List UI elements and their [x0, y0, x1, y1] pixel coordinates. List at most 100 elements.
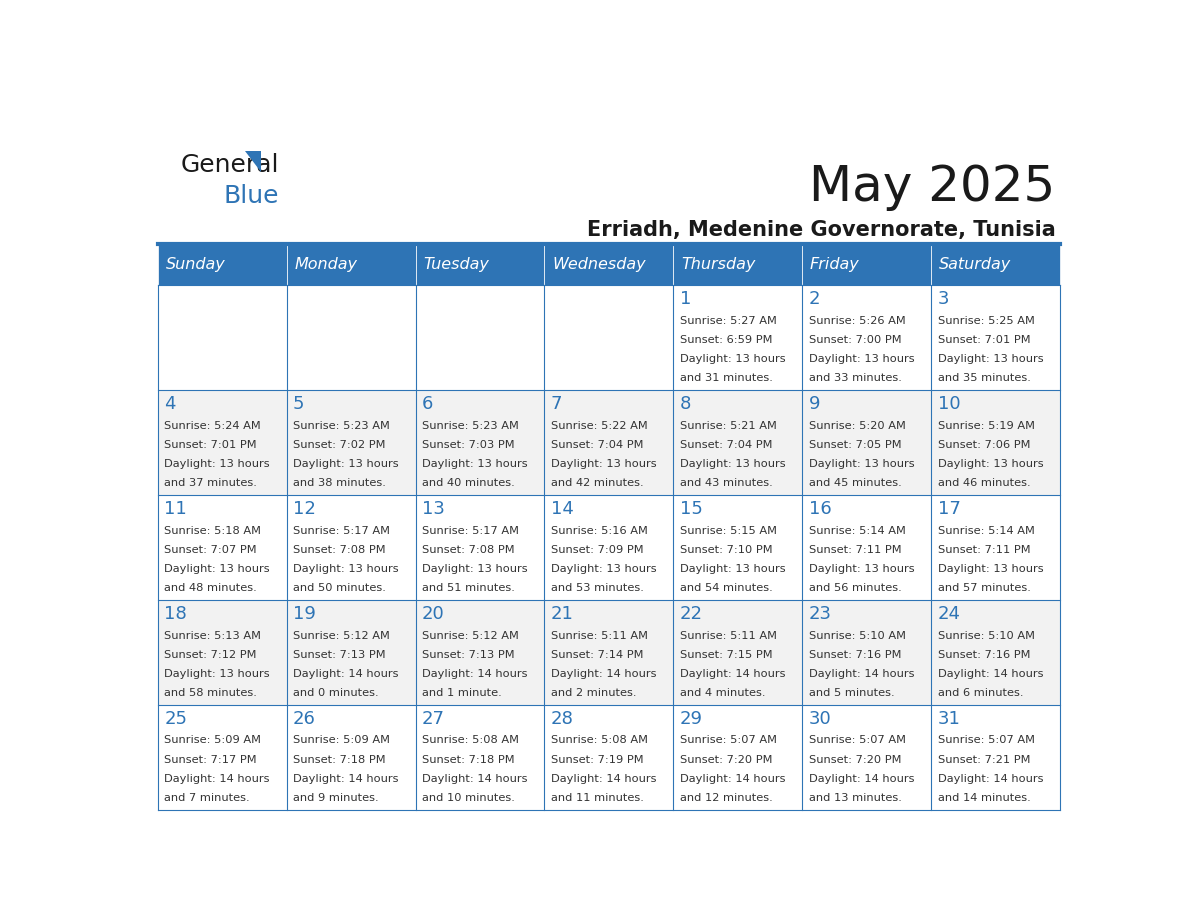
- Text: Daylight: 13 hours: Daylight: 13 hours: [680, 564, 785, 574]
- FancyBboxPatch shape: [544, 285, 674, 390]
- Text: and 37 minutes.: and 37 minutes.: [164, 478, 257, 488]
- Text: 26: 26: [293, 710, 316, 728]
- Text: Sunset: 7:08 PM: Sunset: 7:08 PM: [422, 544, 514, 554]
- Text: Daylight: 14 hours: Daylight: 14 hours: [293, 668, 398, 678]
- Text: Sunset: 7:21 PM: Sunset: 7:21 PM: [937, 755, 1030, 765]
- Text: 24: 24: [937, 605, 961, 623]
- Text: Daylight: 13 hours: Daylight: 13 hours: [680, 354, 785, 364]
- Text: and 40 minutes.: and 40 minutes.: [422, 478, 514, 488]
- Text: 27: 27: [422, 710, 446, 728]
- Text: and 51 minutes.: and 51 minutes.: [422, 583, 514, 593]
- Text: Daylight: 14 hours: Daylight: 14 hours: [293, 774, 398, 784]
- Text: Sunset: 7:00 PM: Sunset: 7:00 PM: [809, 335, 902, 345]
- Text: Daylight: 14 hours: Daylight: 14 hours: [422, 668, 527, 678]
- Text: Sunrise: 5:15 AM: Sunrise: 5:15 AM: [680, 526, 777, 535]
- FancyBboxPatch shape: [931, 244, 1060, 285]
- Text: Sunrise: 5:17 AM: Sunrise: 5:17 AM: [293, 526, 390, 535]
- Text: Daylight: 14 hours: Daylight: 14 hours: [680, 668, 785, 678]
- Text: Sunset: 7:10 PM: Sunset: 7:10 PM: [680, 544, 772, 554]
- FancyBboxPatch shape: [544, 705, 674, 810]
- Text: and 54 minutes.: and 54 minutes.: [680, 583, 772, 593]
- Text: Sunrise: 5:23 AM: Sunrise: 5:23 AM: [293, 420, 390, 431]
- Text: Sunrise: 5:08 AM: Sunrise: 5:08 AM: [422, 735, 519, 745]
- Text: Sunrise: 5:22 AM: Sunrise: 5:22 AM: [551, 420, 647, 431]
- Text: Sunrise: 5:23 AM: Sunrise: 5:23 AM: [422, 420, 519, 431]
- FancyBboxPatch shape: [286, 285, 416, 390]
- Text: May 2025: May 2025: [809, 163, 1055, 211]
- Text: General: General: [181, 152, 279, 176]
- Text: and 58 minutes.: and 58 minutes.: [164, 688, 257, 698]
- Text: Daylight: 13 hours: Daylight: 13 hours: [937, 564, 1043, 574]
- Text: Sunrise: 5:09 AM: Sunrise: 5:09 AM: [164, 735, 261, 745]
- FancyBboxPatch shape: [674, 390, 802, 495]
- Text: Sunday: Sunday: [165, 257, 226, 273]
- FancyBboxPatch shape: [286, 600, 416, 705]
- Text: and 4 minutes.: and 4 minutes.: [680, 688, 765, 698]
- Text: and 1 minute.: and 1 minute.: [422, 688, 501, 698]
- FancyBboxPatch shape: [802, 285, 931, 390]
- Text: 3: 3: [937, 290, 949, 308]
- FancyBboxPatch shape: [544, 495, 674, 600]
- Text: Sunset: 7:16 PM: Sunset: 7:16 PM: [809, 650, 902, 660]
- Text: Daylight: 13 hours: Daylight: 13 hours: [937, 354, 1043, 364]
- Text: 12: 12: [293, 500, 316, 518]
- Text: Sunset: 7:02 PM: Sunset: 7:02 PM: [293, 440, 386, 450]
- Text: and 10 minutes.: and 10 minutes.: [422, 793, 514, 802]
- Text: Sunset: 6:59 PM: Sunset: 6:59 PM: [680, 335, 772, 345]
- Text: and 11 minutes.: and 11 minutes.: [551, 793, 644, 802]
- Text: Sunrise: 5:07 AM: Sunrise: 5:07 AM: [680, 735, 777, 745]
- Text: and 53 minutes.: and 53 minutes.: [551, 583, 644, 593]
- Text: Sunrise: 5:14 AM: Sunrise: 5:14 AM: [809, 526, 905, 535]
- FancyBboxPatch shape: [416, 495, 544, 600]
- Text: Saturday: Saturday: [939, 257, 1011, 273]
- Text: Sunrise: 5:08 AM: Sunrise: 5:08 AM: [551, 735, 647, 745]
- Text: 10: 10: [937, 396, 960, 413]
- FancyBboxPatch shape: [674, 244, 802, 285]
- Text: 25: 25: [164, 710, 188, 728]
- FancyBboxPatch shape: [802, 244, 931, 285]
- Text: 17: 17: [937, 500, 960, 518]
- Text: 7: 7: [551, 396, 562, 413]
- Text: Daylight: 13 hours: Daylight: 13 hours: [809, 459, 915, 469]
- Text: Sunset: 7:15 PM: Sunset: 7:15 PM: [680, 650, 772, 660]
- Text: and 50 minutes.: and 50 minutes.: [293, 583, 386, 593]
- Text: Monday: Monday: [295, 257, 358, 273]
- Text: and 46 minutes.: and 46 minutes.: [937, 478, 1030, 488]
- Text: Sunrise: 5:12 AM: Sunrise: 5:12 AM: [422, 631, 519, 641]
- FancyBboxPatch shape: [286, 244, 416, 285]
- Text: 28: 28: [551, 710, 574, 728]
- Text: 1: 1: [680, 290, 691, 308]
- Text: Daylight: 13 hours: Daylight: 13 hours: [164, 564, 270, 574]
- Text: 5: 5: [293, 396, 304, 413]
- FancyBboxPatch shape: [158, 705, 286, 810]
- Text: 15: 15: [680, 500, 702, 518]
- Text: and 42 minutes.: and 42 minutes.: [551, 478, 644, 488]
- Text: Sunset: 7:17 PM: Sunset: 7:17 PM: [164, 755, 257, 765]
- Text: Daylight: 14 hours: Daylight: 14 hours: [422, 774, 527, 784]
- Text: and 31 minutes.: and 31 minutes.: [680, 373, 772, 383]
- Text: Daylight: 13 hours: Daylight: 13 hours: [422, 459, 527, 469]
- Text: 8: 8: [680, 396, 691, 413]
- Text: 2: 2: [809, 290, 820, 308]
- Text: and 48 minutes.: and 48 minutes.: [164, 583, 257, 593]
- FancyBboxPatch shape: [416, 285, 544, 390]
- Text: Sunset: 7:20 PM: Sunset: 7:20 PM: [809, 755, 902, 765]
- FancyBboxPatch shape: [286, 705, 416, 810]
- FancyBboxPatch shape: [674, 600, 802, 705]
- Text: Sunrise: 5:26 AM: Sunrise: 5:26 AM: [809, 316, 905, 326]
- Text: Sunset: 7:16 PM: Sunset: 7:16 PM: [937, 650, 1030, 660]
- Text: Sunset: 7:07 PM: Sunset: 7:07 PM: [164, 544, 257, 554]
- Text: Sunrise: 5:12 AM: Sunrise: 5:12 AM: [293, 631, 390, 641]
- FancyBboxPatch shape: [158, 495, 286, 600]
- Text: Erriadh, Medenine Governorate, Tunisia: Erriadh, Medenine Governorate, Tunisia: [587, 219, 1055, 240]
- Text: Thursday: Thursday: [681, 257, 756, 273]
- Text: Daylight: 14 hours: Daylight: 14 hours: [164, 774, 270, 784]
- FancyBboxPatch shape: [416, 390, 544, 495]
- Text: and 38 minutes.: and 38 minutes.: [293, 478, 386, 488]
- Text: Sunset: 7:11 PM: Sunset: 7:11 PM: [937, 544, 1030, 554]
- Text: 19: 19: [293, 605, 316, 623]
- Text: 21: 21: [551, 605, 574, 623]
- FancyBboxPatch shape: [158, 600, 286, 705]
- Text: Sunrise: 5:27 AM: Sunrise: 5:27 AM: [680, 316, 777, 326]
- Text: and 14 minutes.: and 14 minutes.: [937, 793, 1030, 802]
